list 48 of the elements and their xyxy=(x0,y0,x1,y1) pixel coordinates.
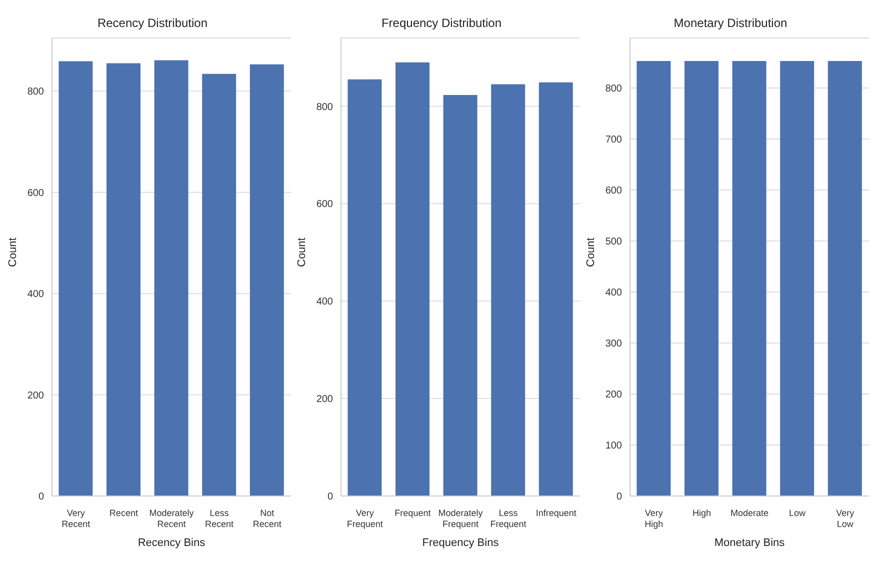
y-tick-label: 700 xyxy=(605,134,622,146)
x-axis-title: Frequency Bins xyxy=(422,537,500,549)
x-tick-label: Very Frequent xyxy=(346,508,384,529)
y-tick-label: 400 xyxy=(605,288,622,299)
y-tick-label: 600 xyxy=(316,199,334,210)
x-tick-label: Very Recent xyxy=(62,508,91,529)
x-tick-label: Low xyxy=(789,508,806,518)
x-tick-label: Moderately Recent xyxy=(149,508,194,529)
y-tick-label: 0 xyxy=(38,492,44,503)
y-tick-label: 100 xyxy=(605,440,622,452)
x-tick-label: Less Recent xyxy=(205,508,234,529)
x-tick-label: Infrequent xyxy=(536,508,577,518)
y-tick-label: 200 xyxy=(316,394,334,406)
bar xyxy=(202,74,236,496)
x-tick-label: Very Low xyxy=(836,508,855,529)
y-tick-label: 600 xyxy=(27,188,44,199)
x-tick-label: Less Frequent xyxy=(490,508,527,529)
y-axis-title: Count xyxy=(296,238,308,267)
y-tick-label: 0 xyxy=(327,492,334,503)
x-tick-label: Frequent xyxy=(394,508,432,518)
y-tick-label: 400 xyxy=(316,296,334,308)
bar xyxy=(58,61,93,496)
bar xyxy=(154,60,188,496)
x-tick-label: Not Recent xyxy=(252,508,282,529)
x-tick-label: Recent xyxy=(109,508,138,518)
x-axis-title: Monetary Bins xyxy=(714,537,786,549)
x-tick-label: Very High xyxy=(644,508,664,529)
y-tick-label: 200 xyxy=(605,390,622,401)
bar xyxy=(106,63,140,496)
bar xyxy=(250,64,284,496)
chart-title: Monetary Distribution xyxy=(672,16,788,30)
y-tick-label: 800 xyxy=(316,102,334,113)
y-tick-label: 600 xyxy=(605,186,622,197)
x-tick-label: Moderately Frequent xyxy=(438,508,484,529)
y-tick-label: 800 xyxy=(27,86,44,98)
y-axis-title: Count xyxy=(6,238,19,267)
x-axis-title: Recency Bins xyxy=(138,537,206,549)
y-axis-title: Count xyxy=(584,238,597,267)
y-tick-label: 300 xyxy=(605,338,622,350)
x-tick-label: Moderate xyxy=(730,508,769,518)
y-tick-label: 0 xyxy=(616,492,622,503)
chart-title: Frequency Distribution xyxy=(380,16,503,30)
x-tick-label: High xyxy=(692,508,711,518)
y-tick-label: 200 xyxy=(27,390,44,402)
y-tick-label: 800 xyxy=(605,84,622,95)
y-tick-label: 400 xyxy=(27,289,44,300)
chart-title: Recency Distribution xyxy=(96,16,209,30)
y-tick-label: 500 xyxy=(605,236,622,248)
